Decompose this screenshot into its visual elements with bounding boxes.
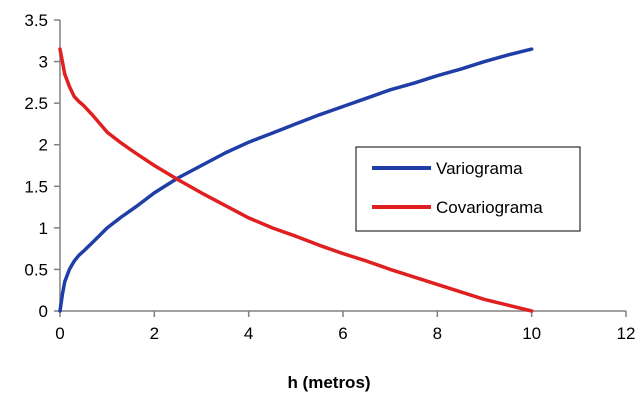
legend-label-variograma: Variograma — [436, 159, 523, 178]
y-tick-label: 3 — [39, 53, 48, 72]
series-layer — [58, 47, 534, 313]
x-tick-label: 0 — [55, 324, 64, 343]
series-line-covariograma — [58, 47, 534, 313]
legend-box — [355, 146, 581, 232]
series-line-variograma — [58, 47, 534, 313]
y-tick-label: 2 — [39, 136, 48, 155]
x-tick-label: 10 — [522, 324, 541, 343]
y-tick-label: 2.5 — [24, 94, 48, 113]
x-tick-label: 8 — [433, 324, 442, 343]
x-axis-title: h (metros) — [287, 373, 370, 392]
legend-label-covariograma: Covariograma — [436, 198, 543, 217]
y-tick-label: 0.5 — [24, 260, 48, 279]
y-tick-label: 1.5 — [24, 177, 48, 196]
x-axis: 0 2 4 6 8 10 12 — [55, 311, 635, 343]
x-tick-label: 2 — [150, 324, 159, 343]
plot-area: 0 2 4 6 8 10 12 0 0.5 1 1.5 2 2.5 3 3.5 — [24, 11, 635, 343]
x-tick-label: 6 — [338, 324, 347, 343]
y-axis: 0 0.5 1 1.5 2 2.5 3 3.5 — [24, 11, 60, 321]
y-tick-label: 1 — [39, 219, 48, 238]
y-tick-label: 3.5 — [24, 11, 48, 30]
x-tick-label: 12 — [617, 324, 636, 343]
y-tick-label: 0 — [39, 302, 48, 321]
x-tick-label: 4 — [244, 324, 253, 343]
legend: Variograma Covariograma — [355, 146, 581, 232]
